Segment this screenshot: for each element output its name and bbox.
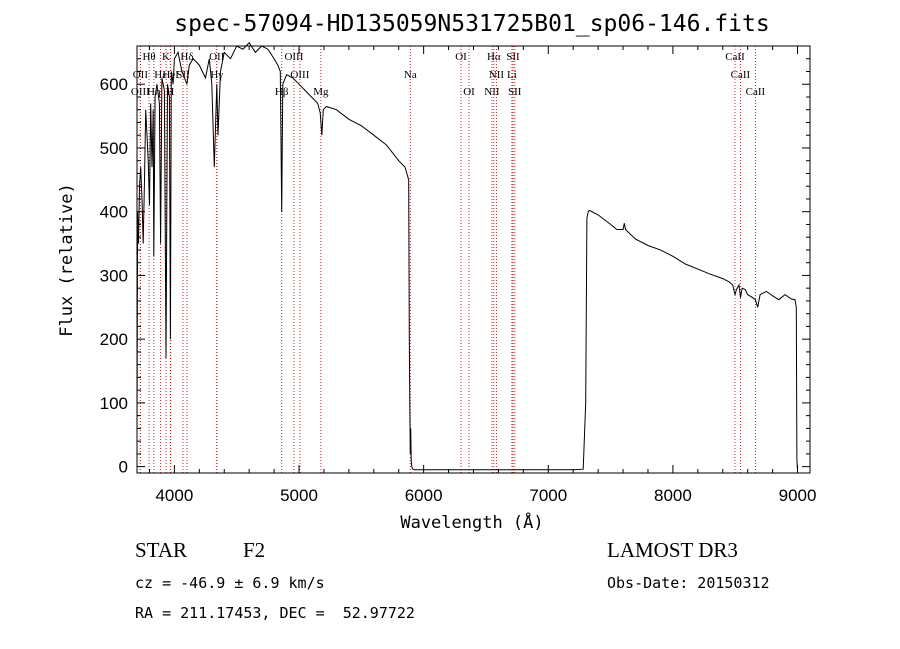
spectrum-line <box>136 42 798 471</box>
x-axis-ticks: 4000 5000 6000 7000 8000 9000 <box>148 46 817 505</box>
line-label: CaII <box>746 86 766 98</box>
line-label: Hε <box>154 69 167 81</box>
y-tick-label: 200 <box>100 330 128 349</box>
line-label: OI <box>463 86 475 98</box>
line-label: CaII <box>725 51 745 63</box>
line-label: Mg <box>313 86 329 98</box>
y-tick-label: 0 <box>119 458 128 477</box>
x-tick-label: 5000 <box>280 486 318 505</box>
line-label: CaII <box>731 69 751 81</box>
line-label: OIII <box>290 69 309 81</box>
line-label: Na <box>404 69 417 81</box>
line-label: Hθ <box>142 51 155 63</box>
line-label: OIII <box>284 51 303 63</box>
line-label: NII <box>484 86 500 98</box>
x-tick-label: 9000 <box>779 486 817 505</box>
x-tick-label: 7000 <box>529 486 567 505</box>
line-label: OIII <box>131 86 150 98</box>
observation-date: Obs-Date: 20150312 <box>607 574 770 592</box>
subclass: F2 <box>243 538 266 562</box>
line-label: SII <box>506 51 520 63</box>
y-tick-label: 600 <box>100 75 128 94</box>
line-label: SII <box>508 86 522 98</box>
line-label: Hα <box>487 51 501 63</box>
y-axis-ticks: 0 100 200 300 400 500 600 <box>100 58 810 477</box>
coordinates: RA = 211.17453, DEC = 52.97722 <box>135 604 415 622</box>
object-class: STAR <box>135 538 187 562</box>
redshift-velocity: cz = -46.9 ± 6.9 km/s <box>135 574 325 592</box>
line-label: OII <box>133 69 149 81</box>
line-label: NII <box>489 69 505 81</box>
y-tick-label: 400 <box>100 203 128 222</box>
line-label: OI <box>455 51 467 63</box>
y-tick-label: 300 <box>100 266 128 285</box>
line-label: K <box>162 51 170 63</box>
line-label: OII <box>209 51 225 63</box>
x-tick-label: 6000 <box>405 486 443 505</box>
line-label: Hβ <box>275 86 289 98</box>
y-tick-label: 100 <box>100 394 128 413</box>
line-label: Li <box>507 69 517 81</box>
line-label: Hδ <box>180 51 193 63</box>
y-tick-label: 500 <box>100 139 128 158</box>
y-axis-label: Flux (relative) <box>57 183 77 337</box>
x-tick-label: 4000 <box>155 486 193 505</box>
plot-frame <box>136 45 811 474</box>
x-axis-label: Wavelength (Å) <box>400 511 543 533</box>
chart-title: spec-57094-HD135059N531725B01_sp06-146.f… <box>174 11 769 37</box>
emission-line-markers <box>139 46 756 473</box>
survey-name: LAMOST DR3 <box>607 538 738 562</box>
line-label: H <box>166 86 174 98</box>
line-label: Hγ <box>210 69 223 81</box>
x-tick-label: 8000 <box>654 486 692 505</box>
